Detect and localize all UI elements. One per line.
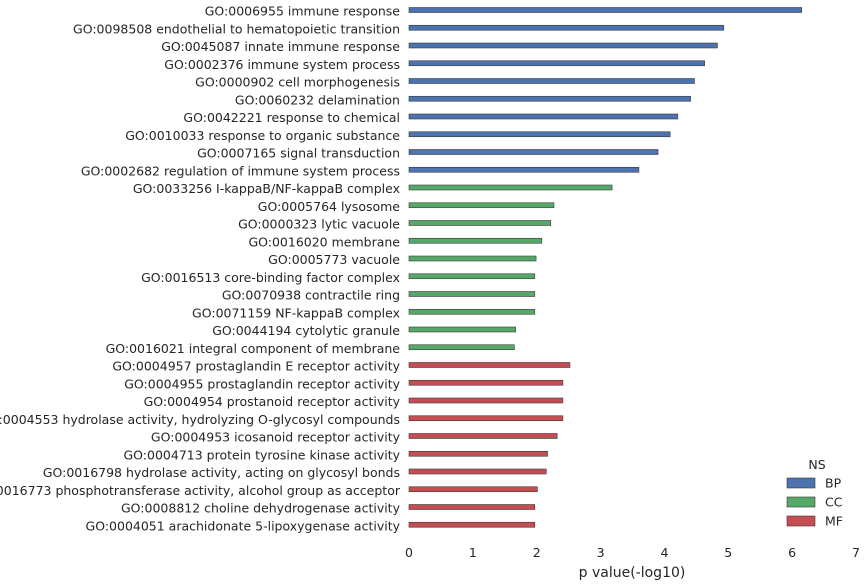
- legend-title: NS: [808, 457, 825, 472]
- bar-mf: [408, 433, 558, 439]
- category-label: GO:0004955 prostaglandin receptor activi…: [124, 376, 400, 391]
- legend-entries: BP CC MF: [786, 476, 843, 529]
- bar-mf: [408, 521, 536, 528]
- bar-cc: [408, 326, 516, 333]
- bar-cc: [408, 291, 536, 297]
- category-label: GO:0071159 NF-kappaB complex: [192, 305, 400, 320]
- category-label: GO:0016021 integral component of membran…: [106, 341, 401, 356]
- x-tick-label: 1: [469, 545, 477, 560]
- legend-swatch: [786, 477, 816, 489]
- legend-swatch: [786, 496, 816, 508]
- bar-bp: [408, 24, 725, 31]
- category-label: GO:0007165 signal transduction: [197, 146, 400, 161]
- bar-mf: [408, 379, 564, 386]
- x-axis-title: p value(-log10): [579, 565, 686, 581]
- category-label: GO:0004953 icosanoid receptor activity: [151, 430, 401, 445]
- category-label: GO:0044194 cytolytic granule: [212, 323, 400, 338]
- category-label: GO:0000323 lytic vacuole: [238, 217, 400, 232]
- x-tick-label: 3: [597, 545, 605, 560]
- x-axis-ticks: 0 1 2 3 4 5 6 7: [405, 545, 860, 560]
- category-label: GO:0008812 choline dehydrogenase activit…: [121, 501, 401, 516]
- x-tick-label: 4: [660, 545, 668, 560]
- category-label: GO:0004957 prostaglandin E receptor acti…: [112, 359, 400, 374]
- category-label: GO:0010033 response to organic substance: [125, 128, 400, 143]
- category-label: GO:0005764 lysosome: [258, 199, 401, 214]
- bar-cc: [408, 184, 613, 191]
- category-label: GO:0004051 arachidonate 5-lipoxygenase a…: [86, 518, 401, 533]
- bar-mf: [408, 415, 564, 422]
- bar-bp: [408, 95, 691, 102]
- bars: [408, 7, 803, 528]
- x-tick-label: 6: [788, 545, 796, 560]
- category-label: GO:0016798 hydrolase activity, acting on…: [43, 465, 400, 480]
- bar-mf: [408, 468, 547, 475]
- legend-label: MF: [825, 514, 843, 529]
- category-label: GO:0045087 innate immune response: [161, 39, 400, 54]
- category-label: GO:0016513 core-binding factor complex: [141, 270, 400, 285]
- bar-bp: [408, 42, 718, 49]
- bar-mf: [408, 504, 536, 510]
- bar-bp: [408, 166, 640, 173]
- category-label: GO:0033256 I-kappaB/NF-kappaB complex: [133, 181, 400, 196]
- bar-cc: [408, 273, 536, 280]
- legend: NS BP CC MF: [786, 457, 843, 529]
- category-label: GO:0004713 protein tyrosine kinase activ…: [124, 447, 401, 462]
- bar-mf: [408, 450, 548, 457]
- bar-cc: [408, 308, 536, 315]
- bar-cc: [408, 220, 552, 226]
- bar-bp: [408, 7, 803, 13]
- x-tick-label: 0: [405, 545, 413, 560]
- category-label: GO:0002682 regulation of immune system p…: [81, 163, 400, 178]
- legend-label: CC: [825, 495, 843, 510]
- category-label: GO:0016020 membrane: [248, 234, 400, 249]
- category-label: GO:0004553 hydrolase activity, hydrolyzi…: [0, 412, 400, 427]
- bar-bp: [408, 149, 659, 155]
- bar-mf: [408, 362, 571, 368]
- category-label: GO:0016773 phosphotransferase activity, …: [0, 483, 401, 498]
- legend-swatch: [786, 515, 816, 527]
- x-tick-label: 5: [724, 545, 732, 560]
- bar-cc: [408, 237, 543, 244]
- bar-cc: [408, 255, 537, 262]
- legend-label: BP: [825, 476, 842, 491]
- bar-bp: [408, 131, 671, 138]
- bar-mf: [408, 486, 538, 493]
- bar-cc: [408, 202, 555, 209]
- category-label: GO:0070938 contractile ring: [222, 288, 400, 303]
- bar-bp: [408, 78, 695, 84]
- category-label: GO:0098508 endothelial to hematopoietic …: [73, 21, 400, 36]
- category-label: GO:0000902 cell morphogenesis: [195, 75, 400, 90]
- x-tick-label: 7: [852, 545, 860, 560]
- category-labels: GO:0006955 immune response GO:0098508 end…: [0, 4, 401, 534]
- bar-bp: [408, 113, 679, 120]
- bar-cc: [408, 344, 515, 351]
- bar-mf: [408, 397, 564, 404]
- category-label: GO:0042221 response to chemical: [183, 110, 400, 125]
- bar-bp: [408, 60, 705, 67]
- category-label: GO:0006955 immune response: [205, 4, 401, 19]
- category-label: GO:0004954 prostanoid receptor activity: [144, 394, 401, 409]
- x-tick-label: 2: [533, 545, 541, 560]
- category-label: GO:0060232 delamination: [235, 92, 400, 107]
- category-label: GO:0005773 vacuole: [268, 252, 400, 267]
- category-label: GO:0002376 immune system process: [164, 57, 400, 72]
